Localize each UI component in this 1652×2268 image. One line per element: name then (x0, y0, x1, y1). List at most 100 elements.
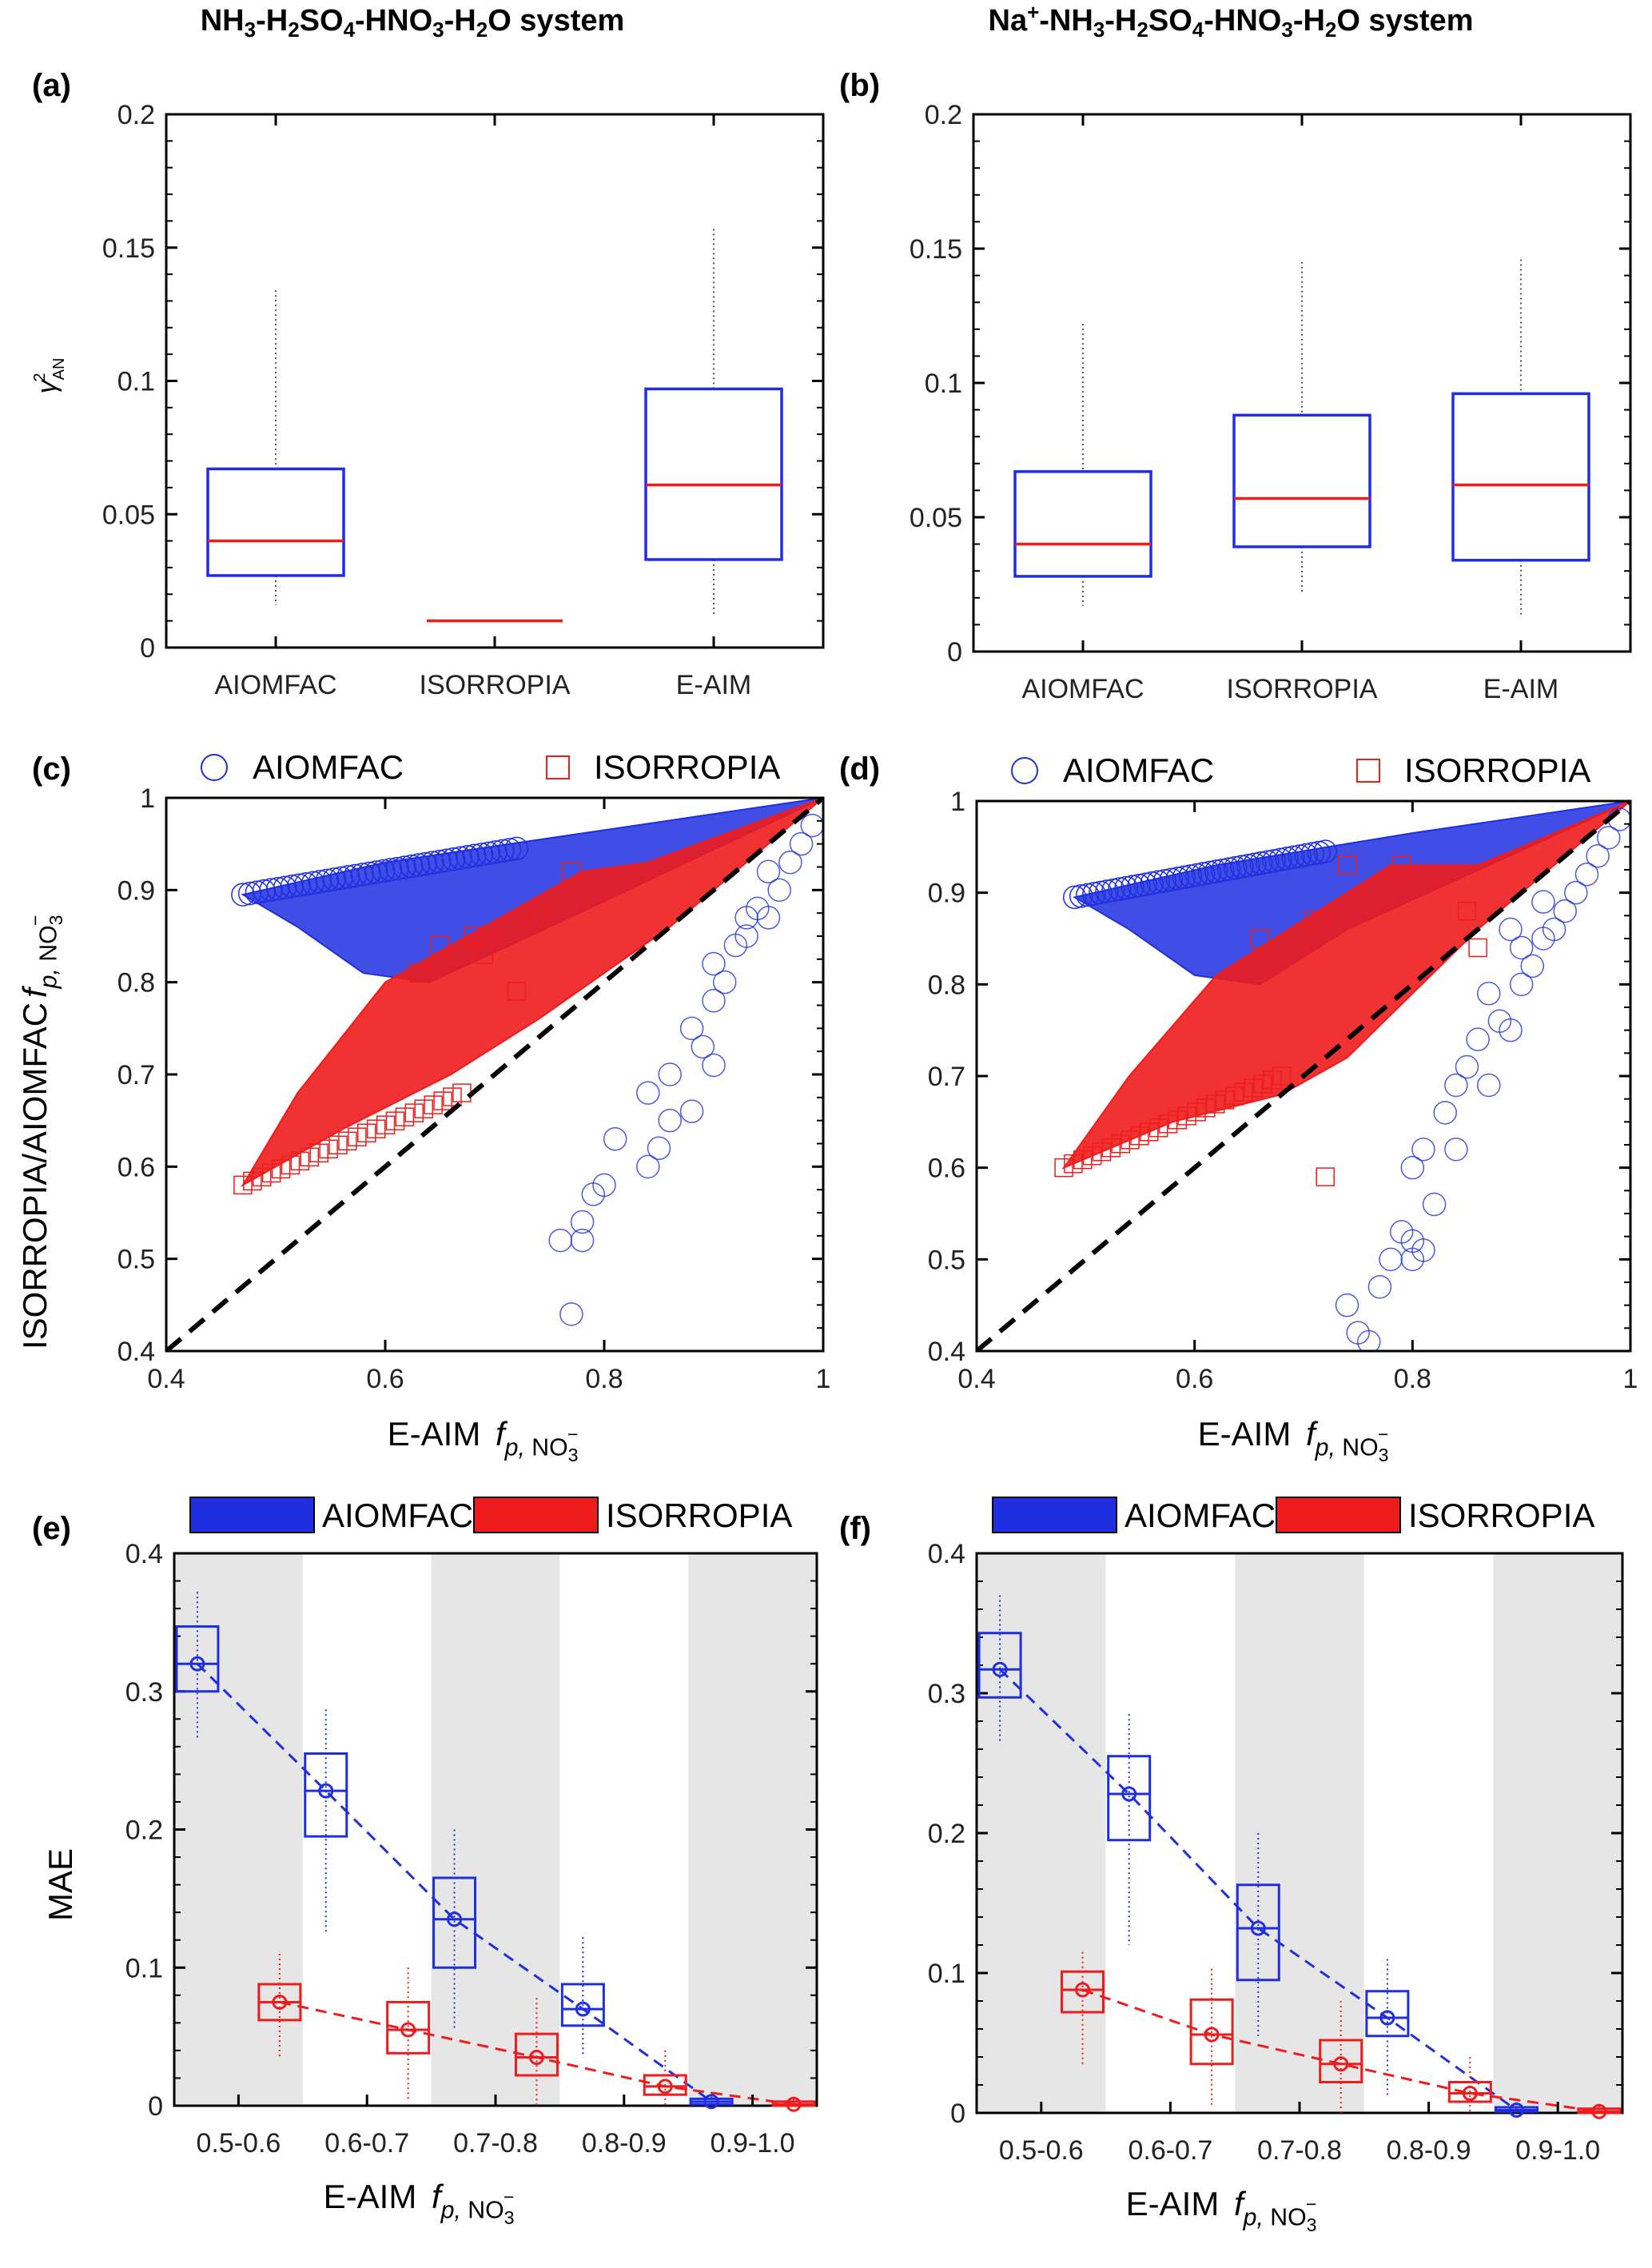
y-axis-label-math: fp, NO3− (16, 915, 66, 998)
isorropia-marker (338, 1131, 357, 1150)
legend-aiomfac-marker (1011, 757, 1038, 784)
aiomfac-marker (1140, 871, 1164, 895)
x-axis-label: E-AIM (1126, 2185, 1220, 2222)
isorropia-region (1061, 801, 1630, 1170)
aiomfac-marker (1236, 853, 1260, 878)
x-tick-label: 1 (816, 1364, 831, 1394)
isorropia-point (408, 963, 428, 983)
y-axis-e: 0 0.1 0.2 0.3 0.4 (125, 1539, 817, 2122)
isorropia-marker (1140, 1122, 1159, 1142)
aiomfac-marker (273, 875, 297, 899)
aiomfac-point (1586, 844, 1610, 868)
aiomfac-point (702, 951, 726, 976)
aiomfac-marker (259, 878, 283, 902)
title-right: Na+-NH3-H2SO4-HNO3-H2O system (989, 0, 1474, 42)
scatter-area-d (977, 801, 1630, 1351)
x-axis-label: E-AIM (388, 1415, 481, 1453)
y-tick-label: 0.8 (928, 970, 965, 1000)
legend-isorropia-swatch (1276, 1497, 1401, 1533)
aiomfac-marker (245, 880, 269, 904)
isorropia-marker (1244, 1078, 1263, 1098)
isorropia-marker (395, 1107, 415, 1126)
y-axis-f: 0 0.1 0.2 0.3 0.4 (928, 1539, 1622, 2129)
isorropia-point (474, 945, 494, 964)
category-label: 0.9-1.0 (711, 2128, 795, 2158)
isorropia-point (1337, 855, 1357, 875)
x-axis-label: E-AIM (324, 2178, 417, 2215)
isorropia-region (241, 798, 823, 1188)
aiomfac-marker (434, 848, 459, 872)
isorropia-marker (1073, 1150, 1093, 1170)
box-iqr (1061, 1970, 1105, 2014)
aiomfac-marker (385, 856, 409, 881)
aiomfac-point (658, 1062, 682, 1086)
aiomfac-marker (1184, 863, 1209, 887)
aiomfac-marker (1108, 877, 1132, 901)
aiomfac-point (1346, 1321, 1370, 1345)
title-left: NH3-H2SO4-HNO3-H2O system (201, 4, 625, 42)
y-tick-label: 0.6 (928, 1154, 965, 1184)
mean-marker (1333, 2056, 1349, 2072)
isorropia-point (1391, 855, 1411, 875)
aiomfac-point (746, 896, 770, 921)
aiomfac-point (1400, 1155, 1425, 1180)
isorropia-marker (1054, 1158, 1073, 1178)
x-axis-label-math: fp, NO3− (1234, 2185, 1317, 2235)
aiomfac-marker (1076, 883, 1100, 907)
box-iqr (1107, 1755, 1152, 1842)
box-iqr (1319, 2039, 1363, 2083)
aiomfac-point (1411, 1137, 1435, 1162)
shade-band (1493, 1553, 1622, 2113)
legend-isorropia-label: ISORROPIA (1408, 1497, 1594, 1534)
aiomfac-point (1477, 1073, 1501, 1098)
isorropia-marker (1196, 1098, 1216, 1118)
box-iqr (560, 1983, 605, 2027)
legend-aiomfac-marker (201, 754, 228, 781)
box-aiomfac (1013, 324, 1152, 606)
isorropia-marker (1092, 1142, 1112, 1162)
aiomfac-marker (1229, 855, 1254, 879)
x-tick-label: 0.4 (957, 1364, 995, 1394)
aiomfac-marker (350, 863, 374, 887)
mean-marker (528, 2050, 544, 2066)
isorropia-marker (1101, 1138, 1121, 1158)
y-tick-label: 0.1 (125, 1953, 163, 1983)
aiomfac-marker (399, 854, 424, 879)
aiomfac-marker (301, 871, 325, 895)
mean-marker (400, 2022, 416, 2038)
mean-marker (992, 1661, 1008, 1677)
x-axis-label-math-text: fp, NO3− (432, 2178, 515, 2228)
category-label: 0.7-0.8 (453, 2128, 538, 2158)
shade-band (431, 1553, 560, 2106)
x-axis-label-math-text: fp, NO3− (1234, 2185, 1317, 2235)
aiomfac-marker (315, 868, 340, 893)
aiomfac-point (1574, 862, 1599, 887)
aiomfac-marker (420, 851, 444, 875)
aiomfac-point (679, 1099, 704, 1123)
x-tick-label: 0.6 (366, 1364, 404, 1394)
isorropia-marker (1130, 1126, 1149, 1146)
y-tick-label: 0.4 (117, 1337, 155, 1367)
aiomfac-point (1444, 1073, 1468, 1098)
aiomfac-marker (1294, 843, 1318, 867)
y-tick-label: 0.15 (102, 233, 155, 264)
aiomfac-marker (392, 855, 416, 879)
y-tick-label: 0.1 (117, 367, 155, 397)
y-tick-label: 0 (148, 2091, 163, 2122)
isorropia-marker (300, 1147, 320, 1167)
isorropia-point (1457, 901, 1477, 921)
y-axis-label-text: ISORROPIA/AIOMFAC (16, 1002, 54, 1349)
isorropia-marker (1272, 1066, 1292, 1086)
mean-marker (1508, 2103, 1524, 2118)
box-e-aim (1451, 259, 1590, 617)
legend-aiomfac-label: AIOMFAC (1063, 751, 1214, 789)
aiomfac-marker (1256, 850, 1280, 875)
category-label: 0.8-0.9 (582, 2128, 667, 2158)
aiomfac-marker (1313, 839, 1338, 863)
box-iqr (1365, 1990, 1410, 2038)
panel-label: (c) (32, 751, 71, 787)
isorropia-marker (1148, 1118, 1168, 1138)
y-tick-label: 0.2 (928, 1819, 965, 1849)
aiomfac-point (1335, 1293, 1359, 1317)
aiomfac-point (1466, 1027, 1490, 1051)
